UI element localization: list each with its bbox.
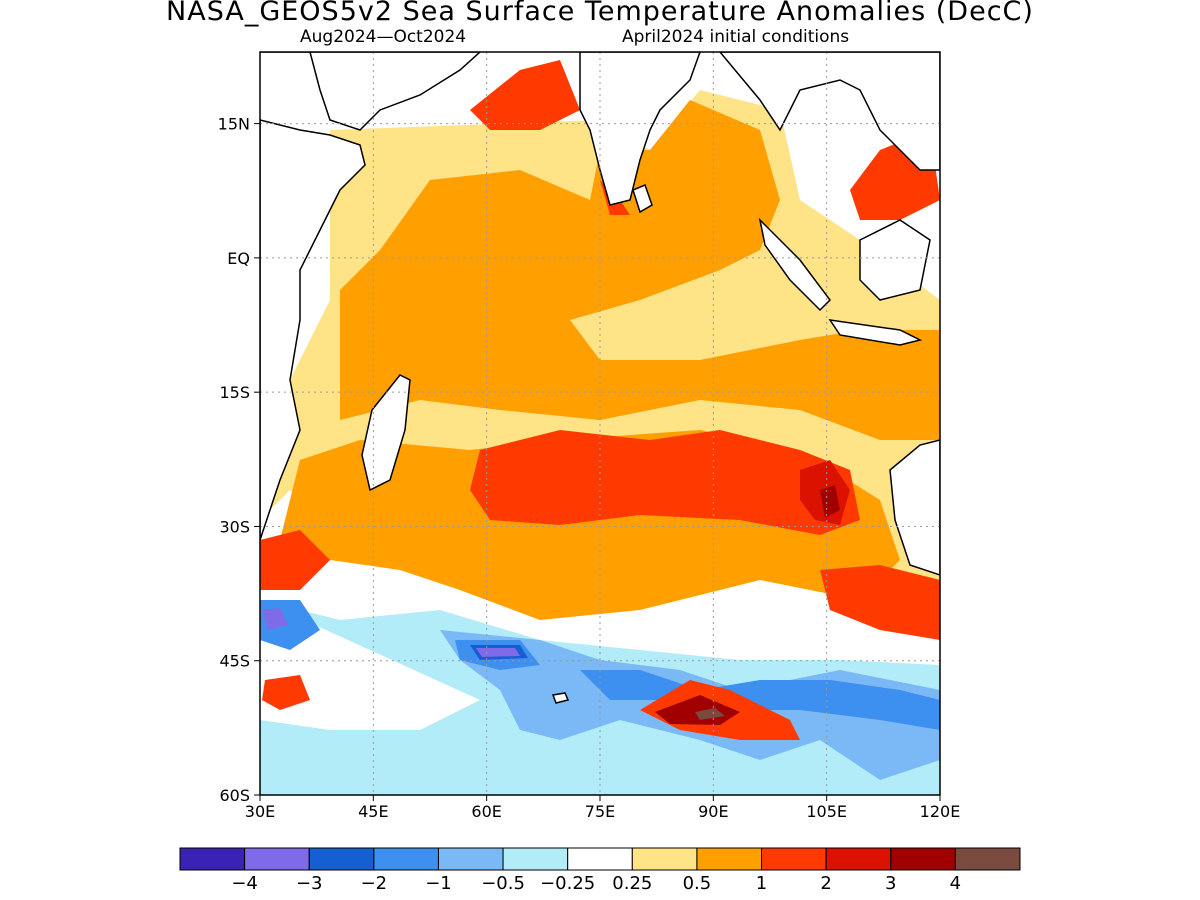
colorbar: −4 −3 −2 −1 −0.5 −0.25 0.25 0.5 1 2 3 4 <box>179 847 1021 894</box>
se-asia-land <box>719 52 940 171</box>
anomaly-region-1 <box>340 100 940 440</box>
anomaly-region-2-arabian <box>470 60 580 130</box>
australia-land <box>889 439 940 576</box>
kerguelen-land <box>551 692 570 704</box>
colorbar-label: 4 <box>950 873 961 894</box>
colorbar-label: −0.25 <box>540 873 595 894</box>
colorbar-swatch <box>825 847 892 871</box>
madagascar-land <box>361 374 411 492</box>
colorbar-label: 0.25 <box>612 873 652 894</box>
lon-tick-label: 30E <box>245 802 275 821</box>
colorbar-swatch <box>179 847 246 871</box>
lon-tick-label: 105E <box>806 802 847 821</box>
colorbar-swatch <box>244 847 310 871</box>
anomaly-region-4-hotblob <box>695 708 725 720</box>
colorbar-swatch <box>631 847 698 871</box>
colorbar-label: 3 <box>885 873 896 894</box>
colorbar-swatch <box>954 847 1021 871</box>
colorbar-label: −2 <box>361 873 388 894</box>
anomaly-fields <box>260 60 940 795</box>
anomaly-region-2-south <box>470 430 860 535</box>
anomaly-region-3-hotblob <box>655 695 740 725</box>
java-land <box>828 319 923 346</box>
lon-tick-label: 45E <box>358 802 388 821</box>
colorbar-swatch <box>567 847 633 871</box>
lat-tick-label: EQ <box>227 249 250 268</box>
colorbar-label: 2 <box>820 873 831 894</box>
sri-lanka-land <box>632 184 653 214</box>
africa-arabia-land <box>260 52 482 541</box>
colorbar-swatch <box>502 847 569 871</box>
colorbar-label: 0.5 <box>683 873 712 894</box>
lon-tick-label: 75E <box>585 802 615 821</box>
anomaly-region-neg-3 <box>476 648 520 657</box>
colorbar-label: −0.5 <box>481 873 525 894</box>
india-land <box>579 52 701 206</box>
lon-tick-label: 120E <box>920 802 961 821</box>
gridlines <box>260 52 940 795</box>
anomaly-region-2-southwest <box>260 530 330 590</box>
colorbar-label: −3 <box>296 873 323 894</box>
colorbar-swatch <box>373 847 439 871</box>
colorbar-swatch <box>890 847 956 871</box>
colorbar-label: −1 <box>425 873 452 894</box>
colorbar-label: −4 <box>231 873 258 894</box>
colorbar-swatch <box>761 847 827 871</box>
colorbar-swatch <box>308 847 375 871</box>
borneo-land <box>859 219 931 301</box>
land <box>260 52 940 704</box>
anomaly-region-4-south <box>820 485 840 518</box>
lon-tick-label: 90E <box>698 802 728 821</box>
initial-conditions: April2024 initial conditions <box>622 27 850 47</box>
colorbar-label: 1 <box>756 873 767 894</box>
sumatra-land <box>758 217 831 312</box>
lat-axis: 15N EQ 15S 30S 45S 60S <box>218 115 260 805</box>
lon-axis: 30E 45E 60E 75E 90E 105E 120E <box>245 795 961 821</box>
lon-tick-label: 60E <box>471 802 501 821</box>
lat-tick-label: 30S <box>219 517 250 536</box>
lat-tick-label: 15S <box>219 383 250 402</box>
anomaly-region-2-southeast <box>820 565 940 640</box>
anomaly-region-neg-3-west <box>262 608 288 630</box>
lat-tick-label: 60S <box>219 786 250 805</box>
colorbar-swatch <box>437 847 504 871</box>
anomaly-region-2-45s <box>262 675 310 710</box>
lat-tick-label: 45S <box>219 652 250 671</box>
anomaly-region-neg-1-east <box>580 670 940 730</box>
map-title: NASA_GEOS5v2 Sea Surface Temperature Ano… <box>166 0 1034 27</box>
colorbar-swatch <box>696 847 763 871</box>
forecast-period: Aug2024—Oct2024 <box>300 27 467 47</box>
lat-tick-label: 15N <box>218 115 250 134</box>
